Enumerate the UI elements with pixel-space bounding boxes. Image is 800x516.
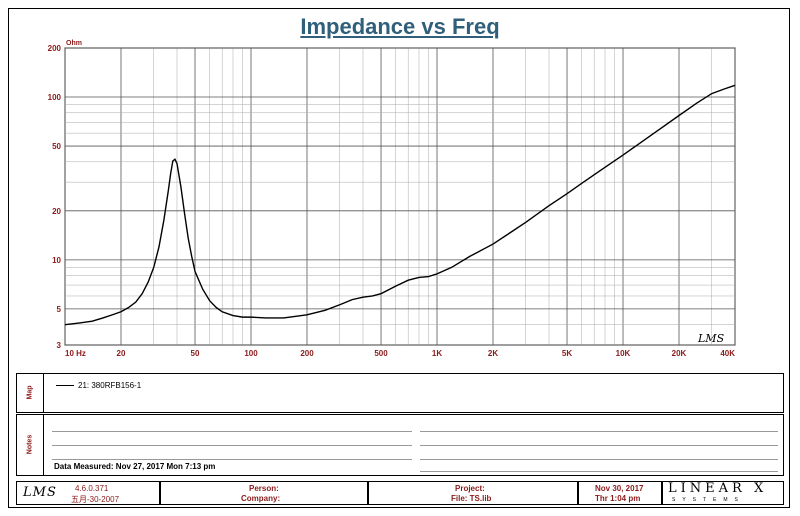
window-frame [8, 8, 790, 508]
footer-person-box: Person: Company: [160, 481, 368, 505]
build-date: 五月-30-2007 [71, 495, 120, 504]
notes-line [420, 445, 778, 446]
map-label: Map [26, 385, 34, 400]
y-tick-label: 5 [57, 305, 62, 314]
legend-label: 21: 380RFB156-1 [78, 381, 142, 390]
company-label: Company: [241, 494, 281, 503]
notes-label: Notes [26, 434, 34, 455]
footer-brand-box [662, 481, 784, 505]
notes-line [52, 431, 412, 432]
footer-version-box: LMS 4.6.0.371 五月-30-2007 [16, 481, 160, 505]
notes-line [420, 431, 778, 432]
x-tick-label: 2K [488, 349, 498, 358]
x-tick-label: 200 [300, 349, 314, 358]
x-tick-label: 5K [562, 349, 572, 358]
footer-project-box: Project: File: TS.lib [368, 481, 578, 505]
map-label-box [16, 373, 44, 413]
footer-time: Thr 1:04 pm [595, 494, 641, 503]
y-tick-label: 20 [52, 207, 61, 216]
y-axis-unit: Ohm [66, 40, 82, 47]
footer-lms-logo: LMS [23, 485, 57, 500]
x-tick-label: 100 [244, 349, 258, 358]
y-tick-label: 200 [48, 44, 62, 53]
footer-date: Nov 30, 2017 [595, 484, 644, 493]
x-tick-label: 1K [432, 349, 442, 358]
map-panel [16, 373, 784, 413]
x-tick-label: 20K [672, 349, 687, 358]
y-tick-label: 100 [48, 93, 62, 102]
notes-line [420, 471, 778, 472]
x-tick-label: 500 [374, 349, 388, 358]
notes-label-box [16, 414, 44, 476]
y-tick-label: 10 [52, 256, 61, 265]
legend-entry: 21: 380RFB156-1 [56, 381, 141, 390]
x-tick-label: 10K [616, 349, 631, 358]
plot-area [64, 47, 736, 346]
grid [64, 47, 736, 346]
project-label: Project: [455, 484, 485, 493]
version: 4.6.0.371 [75, 484, 109, 493]
file-label: File: TS.lib [451, 494, 492, 503]
person-label: Person: [249, 484, 279, 493]
x-tick-label: 10 Hz [65, 349, 86, 358]
linearx-logo: LINEAR X [668, 481, 768, 496]
x-tick-label: 40K [720, 349, 735, 358]
axis-ticks: 10 Hz 20 50 100 200 500 1K 2K 5K 10K 20K 40K 3 5 10 20 5… [48, 44, 736, 358]
impedance-curve [64, 84, 736, 326]
x-tick-label: 50 [191, 349, 200, 358]
legend-line-swatch [56, 385, 74, 386]
x-tick-label: 20 [117, 349, 126, 358]
data-measured: Data Measured: Nov 27, 2017 Mon 7:13 pm [54, 462, 216, 471]
notes-line [420, 459, 778, 460]
footer-date-box: Nov 30, 2017 Thr 1:04 pm [578, 481, 662, 505]
notes-line [52, 445, 412, 446]
chart-logo: LMS [697, 332, 725, 345]
y-tick-label: 50 [52, 142, 61, 151]
chart-title: Impedance vs Freq [300, 14, 500, 39]
notes-line [52, 459, 412, 460]
y-tick-label: 3 [57, 341, 62, 350]
linearx-logo-sub: SYSTEMS [672, 497, 745, 503]
